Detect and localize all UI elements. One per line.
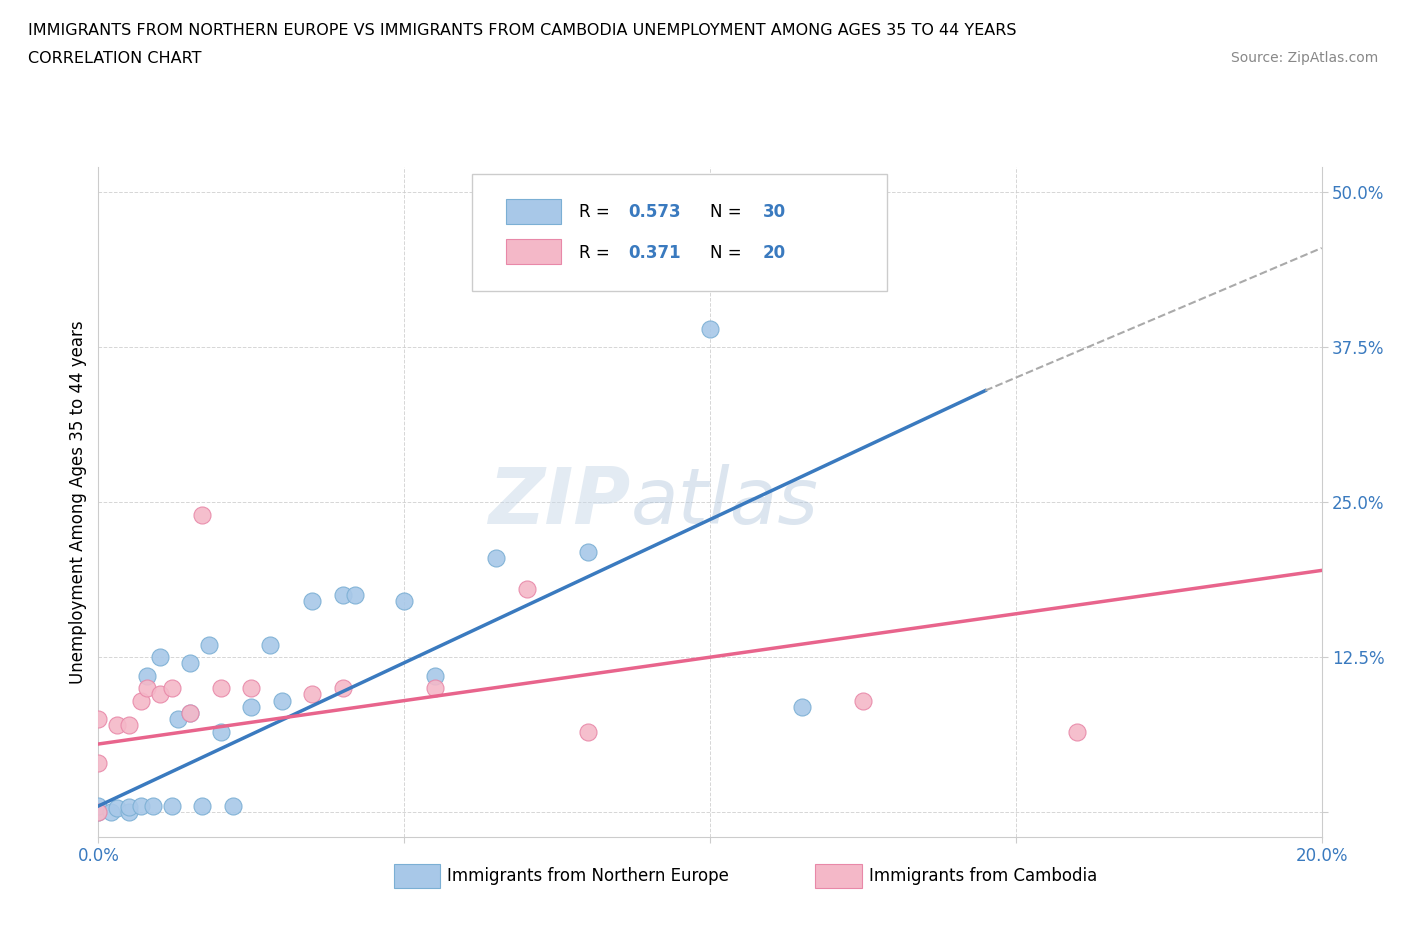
Point <box>149 687 172 702</box>
Point <box>160 681 183 696</box>
Point <box>423 681 446 696</box>
Point <box>222 799 245 814</box>
Point <box>149 650 172 665</box>
Point <box>576 724 599 739</box>
Text: CORRELATION CHART: CORRELATION CHART <box>28 51 201 66</box>
Text: Immigrants from Northern Europe: Immigrants from Northern Europe <box>447 867 728 885</box>
Point <box>344 588 367 603</box>
Point <box>209 724 232 739</box>
Point <box>87 804 110 819</box>
Point <box>118 804 141 819</box>
Bar <box>506 239 561 264</box>
Point <box>100 804 122 819</box>
Point <box>197 637 219 652</box>
Point <box>576 544 599 559</box>
Point <box>516 581 538 596</box>
Text: 20: 20 <box>762 244 786 262</box>
Point <box>160 799 183 814</box>
Point <box>105 718 128 733</box>
Point <box>332 588 354 603</box>
Text: IMMIGRANTS FROM NORTHERN EUROPE VS IMMIGRANTS FROM CAMBODIA UNEMPLOYMENT AMONG A: IMMIGRANTS FROM NORTHERN EUROPE VS IMMIG… <box>28 23 1017 38</box>
Point <box>1066 724 1088 739</box>
Text: Immigrants from Cambodia: Immigrants from Cambodia <box>869 867 1097 885</box>
Text: R =: R = <box>579 203 616 220</box>
Bar <box>506 199 561 224</box>
Point <box>209 681 232 696</box>
Point <box>129 693 152 708</box>
Point <box>423 669 446 684</box>
Text: N =: N = <box>710 244 747 262</box>
Point <box>167 711 190 726</box>
Point <box>179 706 201 721</box>
Point <box>136 669 159 684</box>
Point <box>240 699 263 714</box>
Point <box>790 699 813 714</box>
Point <box>136 681 159 696</box>
Y-axis label: Unemployment Among Ages 35 to 44 years: Unemployment Among Ages 35 to 44 years <box>69 321 87 684</box>
Point <box>852 693 875 708</box>
Point <box>179 706 201 721</box>
Point <box>332 681 354 696</box>
Text: 30: 30 <box>762 203 786 220</box>
Text: Source: ZipAtlas.com: Source: ZipAtlas.com <box>1230 51 1378 65</box>
Point <box>301 594 323 609</box>
Point <box>87 804 110 819</box>
Text: ZIP: ZIP <box>488 464 630 540</box>
Point <box>179 656 201 671</box>
Text: R =: R = <box>579 244 616 262</box>
Point <box>392 594 416 609</box>
Point <box>259 637 281 652</box>
Point <box>87 711 110 726</box>
FancyBboxPatch shape <box>471 174 887 291</box>
Text: 0.371: 0.371 <box>628 244 681 262</box>
Point <box>118 800 141 815</box>
Point <box>485 551 508 565</box>
Point <box>191 507 214 522</box>
Point <box>699 321 721 336</box>
Text: N =: N = <box>710 203 747 220</box>
Point <box>87 799 110 814</box>
Point <box>240 681 263 696</box>
Text: 0.573: 0.573 <box>628 203 681 220</box>
Point <box>129 799 152 814</box>
Point <box>270 693 292 708</box>
Point <box>191 799 214 814</box>
Point <box>105 801 128 816</box>
Point <box>301 687 323 702</box>
Point <box>87 755 110 770</box>
Point <box>142 799 165 814</box>
Point <box>118 718 141 733</box>
Text: atlas: atlas <box>630 464 818 540</box>
